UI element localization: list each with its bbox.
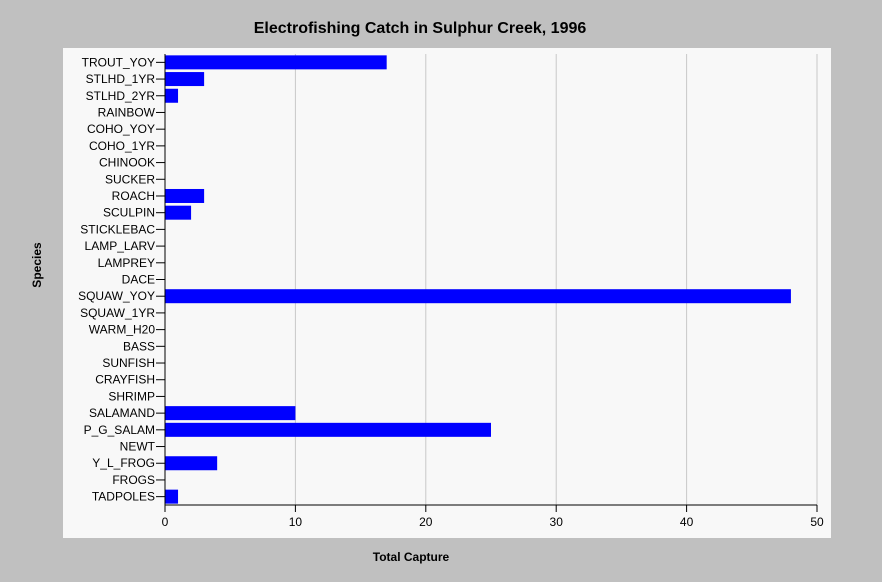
bar-roach [165, 188, 205, 203]
bar-stlhd-2yr [165, 88, 179, 103]
x-axis-label: Total Capture [373, 550, 450, 564]
bar-sculpin [165, 205, 192, 220]
category-label: STLHD_2YR [86, 89, 156, 103]
category-label: TROUT_YOY [82, 55, 155, 69]
bar-trout-yoy [165, 55, 387, 70]
x-tick-label-10: 10 [289, 515, 303, 529]
category-label: TADPOLES [92, 490, 155, 504]
category-label: DACE [122, 273, 155, 287]
category-label: LAMP_LARV [85, 239, 155, 253]
category-labels: TROUT_YOY STLHD_1YR STLHD_2YR RAINBOW COHO_Y… [78, 55, 156, 503]
bar-stlhd-1yr [165, 72, 205, 87]
x-tick-label-0: 0 [162, 515, 169, 529]
x-tick-label-50: 50 [810, 515, 824, 529]
category-label: SALAMAND [89, 406, 155, 420]
category-label: CRAYFISH [95, 373, 155, 387]
category-label: STLHD_1YR [86, 72, 156, 86]
bar-salamand [165, 406, 296, 421]
category-label: BASS [123, 339, 155, 353]
category-label: P_G_SALAM [84, 423, 155, 437]
category-label: LAMPREY [98, 256, 155, 270]
category-label: RAINBOW [98, 105, 156, 119]
x-tick-label-30: 30 [550, 515, 564, 529]
x-tick-label-20: 20 [419, 515, 433, 529]
bar-tadpoles [165, 489, 179, 504]
category-label: CHINOOK [99, 156, 155, 170]
category-label: SQUAW_1YR [80, 306, 155, 320]
category-label: SUCKER [105, 172, 155, 186]
category-label: FROGS [112, 473, 155, 487]
category-label: SQUAW_YOY [78, 289, 155, 303]
bar-squaw-yoy [165, 289, 791, 304]
x-tick-label-40: 40 [680, 515, 694, 529]
category-label: WARM_H20 [89, 323, 156, 337]
tick-labels: 0 10 20 30 40 50 [162, 515, 824, 529]
axes [156, 54, 818, 512]
bars [165, 55, 791, 504]
category-label: NEWT [120, 440, 156, 454]
chart-title: Electrofishing Catch in Sulphur Creek, 1… [254, 20, 587, 37]
category-label: SHRIMP [108, 389, 155, 403]
category-label: Y_L_FROG [92, 456, 155, 470]
category-label: STICKLEBAC [80, 222, 155, 236]
category-label: COHO_YOY [87, 122, 155, 136]
bar-p-g-salam [165, 422, 491, 437]
category-label: SUNFISH [102, 356, 155, 370]
category-label: SCULPIN [103, 206, 155, 220]
y-axis-label: Species [30, 242, 44, 288]
bar-y-l-frog [165, 456, 218, 471]
category-label: ROACH [112, 189, 155, 203]
category-label: COHO_1YR [89, 139, 155, 153]
